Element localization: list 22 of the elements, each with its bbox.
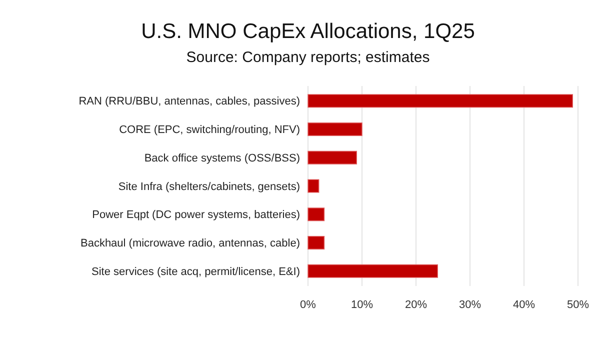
bar — [308, 179, 320, 193]
y-tick-label: Site services (site acq, permit/license, E&I) — [92, 266, 300, 278]
bar — [308, 94, 573, 108]
chart-title: U.S. MNO CapEx Allocations, 1Q25 — [141, 20, 475, 43]
x-tick-label: 40% — [512, 299, 536, 311]
y-tick-label: Site Infra (shelters/cabinets, gensets) — [118, 180, 300, 193]
y-tick-label: Back office systems (OSS/BSS) — [144, 152, 300, 164]
x-tick-label: 30% — [458, 299, 482, 311]
x-tick-label: 10% — [350, 299, 374, 311]
chart-subtitle: Source: Company reports; estimates — [186, 49, 430, 66]
x-tick-label: 50% — [566, 299, 590, 311]
bar — [308, 236, 325, 250]
bar — [308, 150, 357, 164]
y-tick-label: RAN (RRU/BBU, antennas, cables, passives) — [78, 96, 300, 108]
y-tick-label: CORE (EPC, switching/routing, NFV) — [119, 124, 300, 136]
bar — [308, 264, 438, 278]
x-tick-label: 20% — [404, 299, 428, 311]
bar — [308, 122, 362, 136]
y-tick-label: Power Eqpt (DC power systems, batteries) — [92, 209, 300, 222]
x-tick-label: 0% — [300, 299, 316, 311]
y-tick-label: Backhaul (microwave radio, antennas, cable) — [80, 238, 300, 250]
bar — [308, 208, 325, 222]
